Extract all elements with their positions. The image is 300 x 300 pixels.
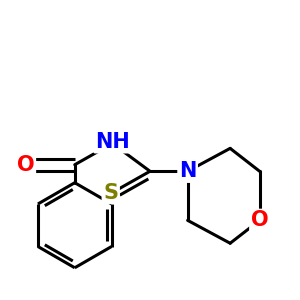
Text: N: N <box>179 161 196 181</box>
Text: NH: NH <box>95 132 130 152</box>
Text: O: O <box>251 210 268 230</box>
Text: O: O <box>17 155 34 175</box>
Text: S: S <box>103 182 118 203</box>
